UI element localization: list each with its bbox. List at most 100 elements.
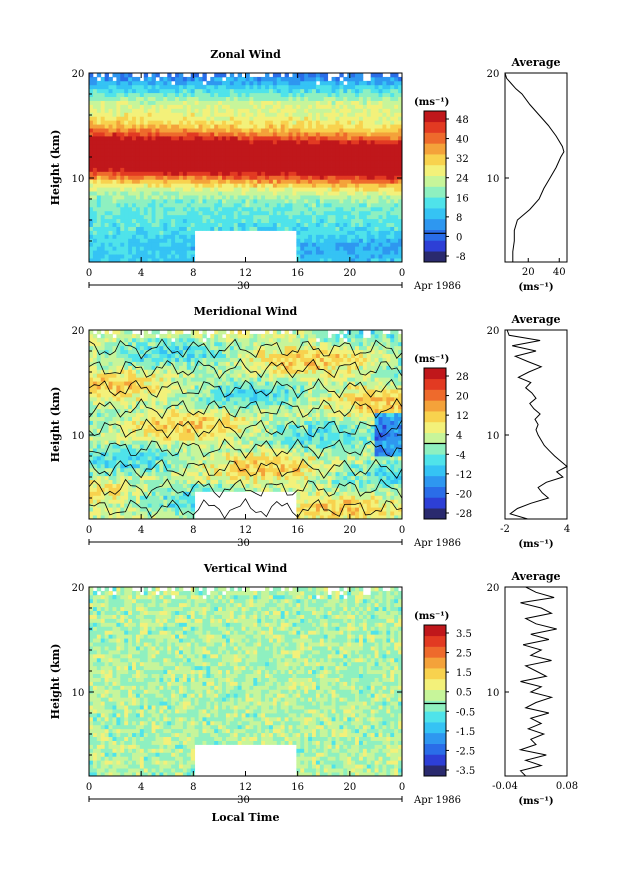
heatmap-cell <box>268 191 274 196</box>
date-axis-ends <box>88 282 403 288</box>
heatmap-cell <box>151 349 156 355</box>
heatmap-cell <box>272 155 278 161</box>
heatmap-cell <box>124 159 129 164</box>
heatmap-cell <box>108 206 113 212</box>
heatmap-cell <box>358 246 364 251</box>
heatmap-cell <box>315 195 321 200</box>
heatmap-cell <box>147 440 152 445</box>
heatmap-cell <box>178 159 184 164</box>
heatmap-cell <box>104 373 109 378</box>
heatmap-cell <box>394 195 399 200</box>
heatmap-cell <box>92 206 98 212</box>
heatmap-cell <box>182 132 188 137</box>
heatmap-cell <box>163 345 168 351</box>
heatmap-cell <box>139 254 145 259</box>
heatmap-cell <box>167 452 172 457</box>
heatmap-cell <box>312 179 317 184</box>
heatmap-cell <box>147 230 152 235</box>
heatmap-cell <box>257 210 262 216</box>
heatmap-cell <box>112 507 117 512</box>
heatmap-cell <box>139 456 145 461</box>
heatmap-cell <box>284 120 289 125</box>
heatmap-cell <box>132 218 137 224</box>
heatmap-cell <box>159 84 164 90</box>
heatmap-cell <box>268 155 274 161</box>
heatmap-cell <box>128 341 133 347</box>
heatmap-cell <box>92 428 98 433</box>
heatmap-cell <box>167 202 172 208</box>
heatmap-cell <box>366 191 372 196</box>
heatmap-cell <box>92 459 98 465</box>
heatmap-cell <box>100 238 106 243</box>
heatmap-cell <box>355 124 360 129</box>
heatmap-cell <box>358 175 364 180</box>
heatmap-cell <box>178 191 184 196</box>
heatmap-cell <box>124 230 129 235</box>
heatmap-cell <box>292 80 297 86</box>
heatmap-cell <box>112 479 117 484</box>
heatmap-cell <box>362 112 368 117</box>
heatmap-cell <box>225 195 231 200</box>
heatmap-cell <box>143 112 149 117</box>
heatmap-cell <box>351 234 356 239</box>
heatmap-cell <box>159 515 164 520</box>
heatmap-cell <box>116 139 121 145</box>
heatmap-cell <box>124 206 129 212</box>
heatmap-cell <box>104 84 109 90</box>
heatmap-cell <box>386 96 391 101</box>
heatmap-cell <box>132 361 137 366</box>
heatmap-cell <box>143 73 149 78</box>
heatmap-cell <box>159 147 164 153</box>
heatmap-cell <box>139 471 145 477</box>
heatmap-cell <box>210 104 215 109</box>
heatmap-cell <box>155 400 160 406</box>
heatmap-cell <box>120 88 125 94</box>
heatmap-cell <box>120 503 125 508</box>
heatmap-cell <box>167 147 172 153</box>
heatmap-cell <box>186 163 192 168</box>
heatmap-cell <box>135 159 141 164</box>
heatmap-cell <box>124 147 129 153</box>
heatmap-cell <box>214 76 219 82</box>
heatmap-cell <box>237 206 242 212</box>
heatmap-cell <box>378 147 383 153</box>
heatmap-cell <box>351 151 356 157</box>
heatmap-cell <box>292 124 297 129</box>
heatmap-cell <box>194 456 199 461</box>
heatmap-cell <box>261 143 266 149</box>
heatmap-cell <box>100 163 106 168</box>
heatmap-cell <box>355 88 360 94</box>
heatmap-cell <box>116 254 121 259</box>
heatmap-cell <box>147 337 152 343</box>
heatmap-cell <box>100 456 106 461</box>
heatmap-cell <box>382 171 387 176</box>
heatmap-cell <box>394 80 399 86</box>
heatmap-cell <box>143 365 149 370</box>
heatmap-cell <box>323 199 329 204</box>
heatmap-cell <box>100 218 106 224</box>
heatmap-cell <box>210 206 215 212</box>
heatmap-cell <box>210 88 215 94</box>
heatmap-cell <box>245 84 250 90</box>
heatmap-cell <box>178 467 184 473</box>
heatmap-cell <box>214 100 219 105</box>
heatmap-cell <box>116 73 121 78</box>
heatmap-cell <box>370 191 376 196</box>
heatmap-cell <box>351 112 356 117</box>
heatmap-cell <box>284 155 289 161</box>
heatmap-cell <box>261 147 266 153</box>
heatmap-cell <box>323 218 329 224</box>
heatmap-cell <box>288 175 293 180</box>
heatmap-cell <box>358 242 364 247</box>
heatmap-cell <box>229 128 235 133</box>
heatmap-cell <box>139 88 145 94</box>
heatmap-cell <box>265 92 270 98</box>
heatmap-cell <box>139 412 145 418</box>
heatmap-cell <box>308 76 313 82</box>
heatmap-cell <box>323 132 329 137</box>
heatmap-cell <box>182 349 188 355</box>
heatmap-cell <box>116 175 121 180</box>
heatmap-cell <box>245 155 250 161</box>
heatmap-cell <box>241 100 246 105</box>
heatmap-cell <box>347 226 352 231</box>
